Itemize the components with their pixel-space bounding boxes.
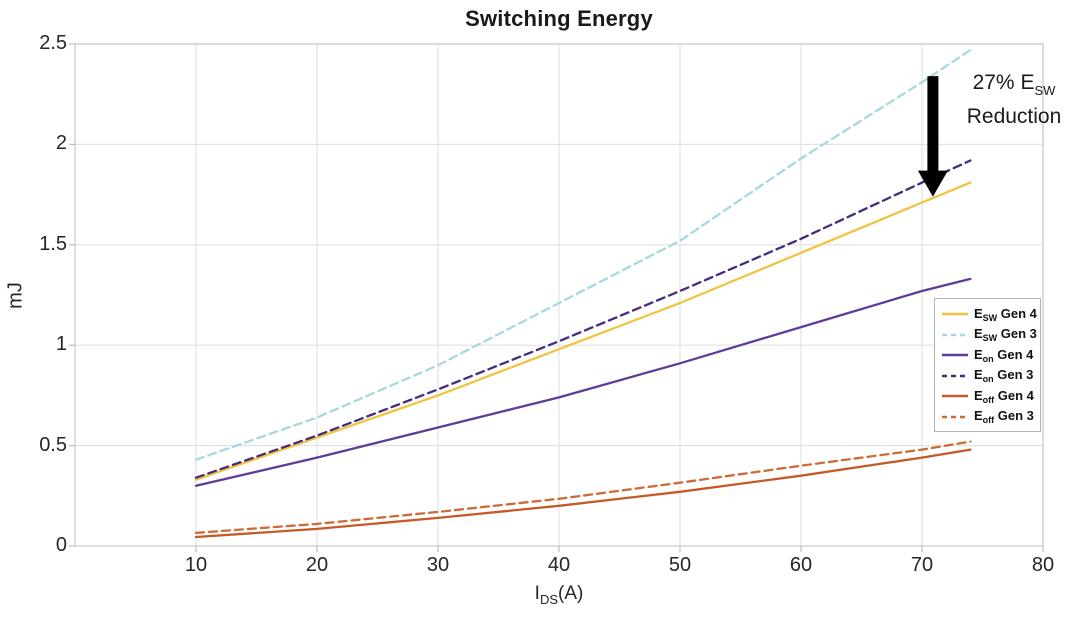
legend-item: Eon Gen 4 xyxy=(941,345,1034,366)
chart-title: Switching Energy xyxy=(465,6,653,31)
legend-label: ESW Gen 4 xyxy=(974,305,1037,323)
series-line-offgen-4 xyxy=(194,448,972,539)
series-line-ongen-4 xyxy=(194,277,972,487)
legend-item: ESW Gen 3 xyxy=(941,325,1037,346)
y-tick-label: 2 xyxy=(55,132,67,155)
y-tick-label: 2.5 xyxy=(39,32,67,54)
x-tick-label: 30 xyxy=(426,554,450,576)
legend-item: Eoff Gen 4 xyxy=(941,386,1034,407)
series-line-swgen-4 xyxy=(194,181,972,481)
y-tick-label: 1 xyxy=(55,333,67,356)
annotation-line1: 27% E xyxy=(972,71,1035,94)
legend-line-sample xyxy=(942,313,968,316)
x-tick-label: 80 xyxy=(1031,554,1055,576)
legend-line-sample xyxy=(942,415,968,418)
x-tick-label: 10 xyxy=(184,554,208,576)
legend-item: Eoff Gen 3 xyxy=(941,407,1034,428)
legend-line-sample xyxy=(942,354,968,357)
legend-line-sample xyxy=(942,395,968,398)
series-line-ongen-3 xyxy=(194,159,972,479)
legend: ESW Gen 4 ESW Gen 3 Eon Gen 4 Eon Gen 3 Eoff… xyxy=(934,298,1041,432)
series-line-swgen-3 xyxy=(194,48,972,461)
legend-line-sample xyxy=(942,374,968,377)
annotation-line2: Reduction xyxy=(966,105,1062,128)
annotation-line1-sub: SW xyxy=(1034,83,1056,98)
x-tick-label: 50 xyxy=(668,554,692,576)
legend-label: Eoff Gen 4 xyxy=(974,387,1034,405)
legend-label: Eon Gen 4 xyxy=(974,346,1034,364)
legend-label: Eoff Gen 3 xyxy=(974,408,1034,426)
x-tick-label: 20 xyxy=(305,554,329,576)
y-axis-label: mJ xyxy=(4,282,27,309)
x-axis-label-unit: (A) xyxy=(558,583,584,604)
legend-label: ESW Gen 3 xyxy=(974,326,1037,344)
x-axis-label: IDS(A) xyxy=(75,583,1043,607)
legend-item: ESW Gen 4 xyxy=(941,304,1037,325)
y-tick-label: 0 xyxy=(55,534,67,556)
x-axis-label-base: I xyxy=(534,583,540,604)
x-tick-label: 60 xyxy=(789,554,813,576)
series-line-offgen-3 xyxy=(194,440,972,535)
x-tick-label: 40 xyxy=(547,554,571,576)
legend-line-sample xyxy=(942,333,968,336)
y-tick-label: 0.5 xyxy=(39,433,67,456)
y-tick-label: 1.5 xyxy=(39,232,67,255)
legend-label: Eon Gen 3 xyxy=(974,367,1034,385)
x-axis-label-sub: DS xyxy=(539,592,558,607)
esw-reduction-annotation: 27% ESW Reduction xyxy=(948,70,1080,130)
down-arrow-head-icon xyxy=(917,170,948,197)
x-tick-label: 70 xyxy=(910,554,934,576)
legend-item: Eon Gen 3 xyxy=(941,366,1034,387)
